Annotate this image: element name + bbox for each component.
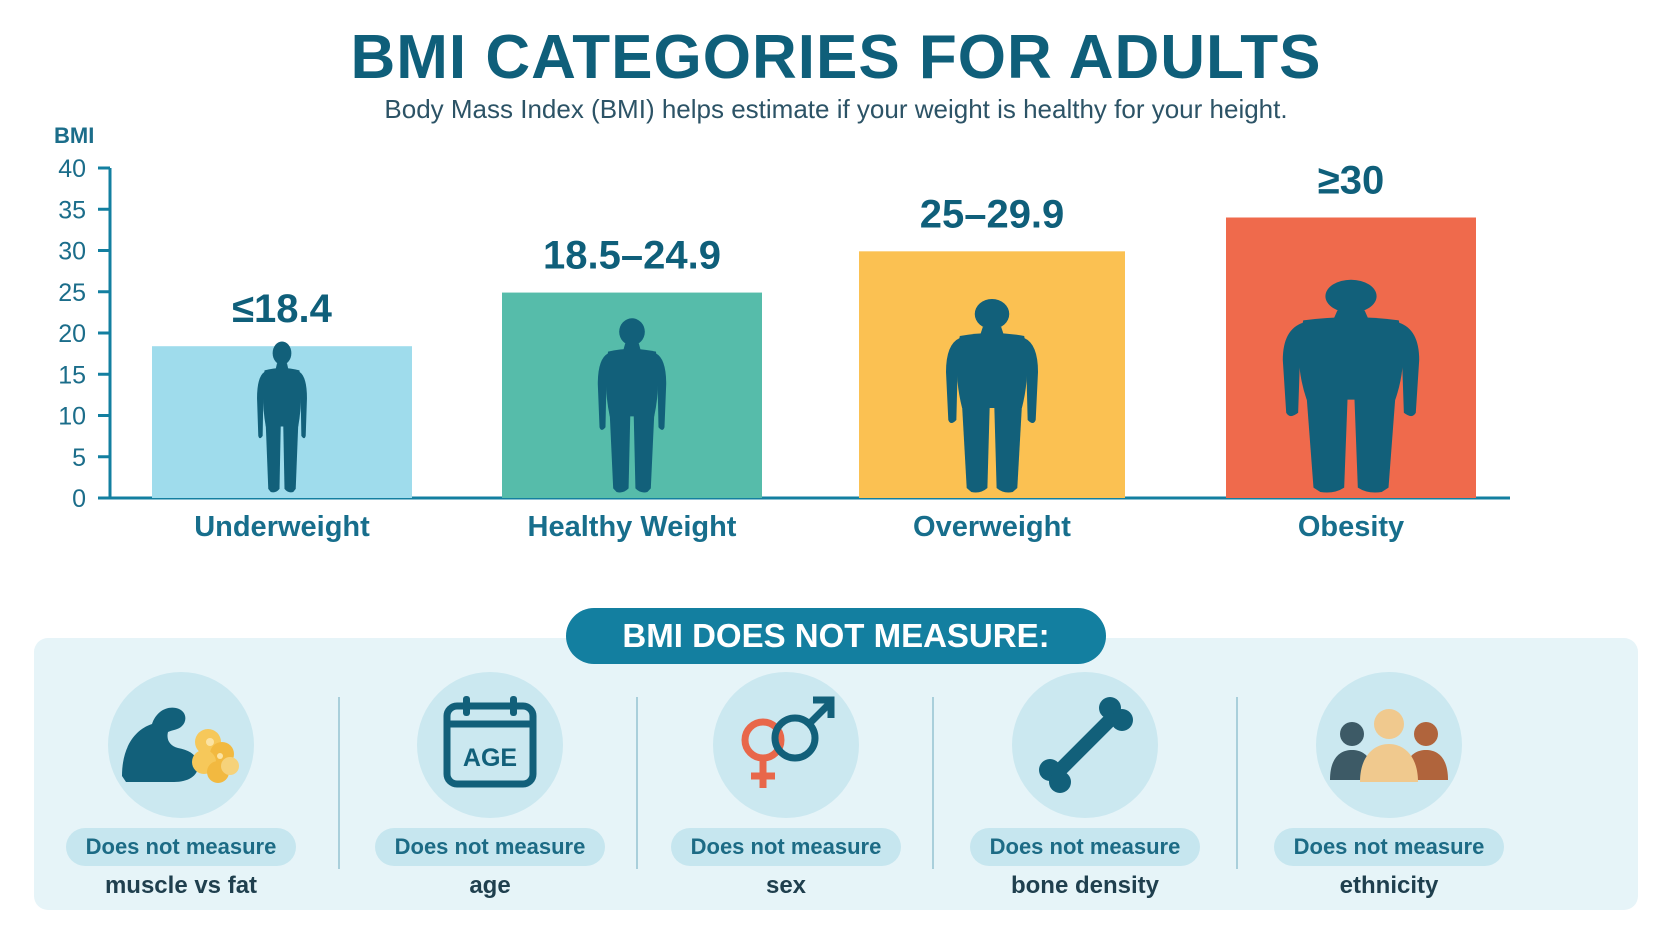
not-measured-label: age [469, 872, 511, 899]
bar-value-label: 25–29.9 [920, 192, 1065, 236]
does-not-measure-tag: Does not measure [374, 828, 606, 866]
bar-value-label: ≤18.4 [232, 287, 333, 331]
does-not-measure-tag: Does not measure [670, 828, 902, 866]
y-tick-label: 20 [58, 320, 86, 348]
person-silhouette-icon [1282, 279, 1420, 493]
category-label: Underweight [194, 511, 370, 543]
bar-value-label: ≥30 [1318, 159, 1384, 203]
y-tick-label: 25 [58, 279, 86, 307]
not-measured-label: muscle vs fat [104, 872, 258, 899]
muscle-fat-icon [108, 672, 254, 818]
not-measured-item-bone: Does not measure bone density [940, 672, 1230, 900]
not-measured-item-sex: Does not measure sex [641, 672, 931, 900]
not-measured-heading: BMI DOES NOT MEASURE: [566, 608, 1106, 664]
not-measured-label: bone density [1010, 872, 1160, 899]
not-measured-label: ethnicity [1339, 872, 1439, 899]
y-tick-label: 40 [58, 155, 86, 183]
people-group-icon [1316, 672, 1462, 818]
divider [1236, 697, 1238, 869]
calendar-age-icon: AGE [417, 672, 563, 818]
divider [338, 697, 340, 869]
category-label: Obesity [1298, 511, 1404, 543]
y-axis-label: BMI [54, 123, 94, 148]
y-tick-label: 5 [72, 444, 86, 472]
y-tick-label: 35 [58, 196, 86, 224]
person-silhouette-icon [257, 341, 307, 493]
bar-value-label: 18.5–24.9 [543, 234, 721, 278]
person-silhouette-icon [946, 299, 1038, 493]
not-measured-item-muscle: Does not measure muscle vs fat [36, 672, 326, 900]
calendar-age-text: AGE [463, 744, 517, 772]
bmi-bar-chart: BMI 0 5 10 15 20 25 30 35 40 ≤18.4 Underweight 18.5… [54, 123, 1510, 543]
does-not-measure-tag: Does not measure [65, 828, 297, 866]
not-measured-label: sex [765, 872, 807, 899]
bone-icon [1012, 672, 1158, 818]
gender-symbols-icon [713, 672, 859, 818]
category-label: Overweight [913, 511, 1071, 543]
does-not-measure-tag: Does not measure [1273, 828, 1505, 866]
category-label: Healthy Weight [528, 511, 737, 543]
y-tick-label: 30 [58, 238, 86, 266]
page-subtitle: Body Mass Index (BMI) helps estimate if … [384, 94, 1288, 124]
not-measured-item-ethnicity: Does not measure ethnicity [1244, 672, 1534, 900]
divider [636, 697, 638, 869]
not-measured-item-age: AGE Does not measure age [345, 672, 635, 900]
person-silhouette-icon [597, 318, 667, 493]
y-tick-label: 15 [58, 361, 86, 389]
y-tick-label: 0 [72, 485, 86, 513]
page-title: BMI CATEGORIES FOR ADULTS [350, 23, 1322, 92]
divider [932, 697, 934, 869]
does-not-measure-tag: Does not measure [969, 828, 1201, 866]
y-tick-label: 10 [58, 403, 86, 431]
